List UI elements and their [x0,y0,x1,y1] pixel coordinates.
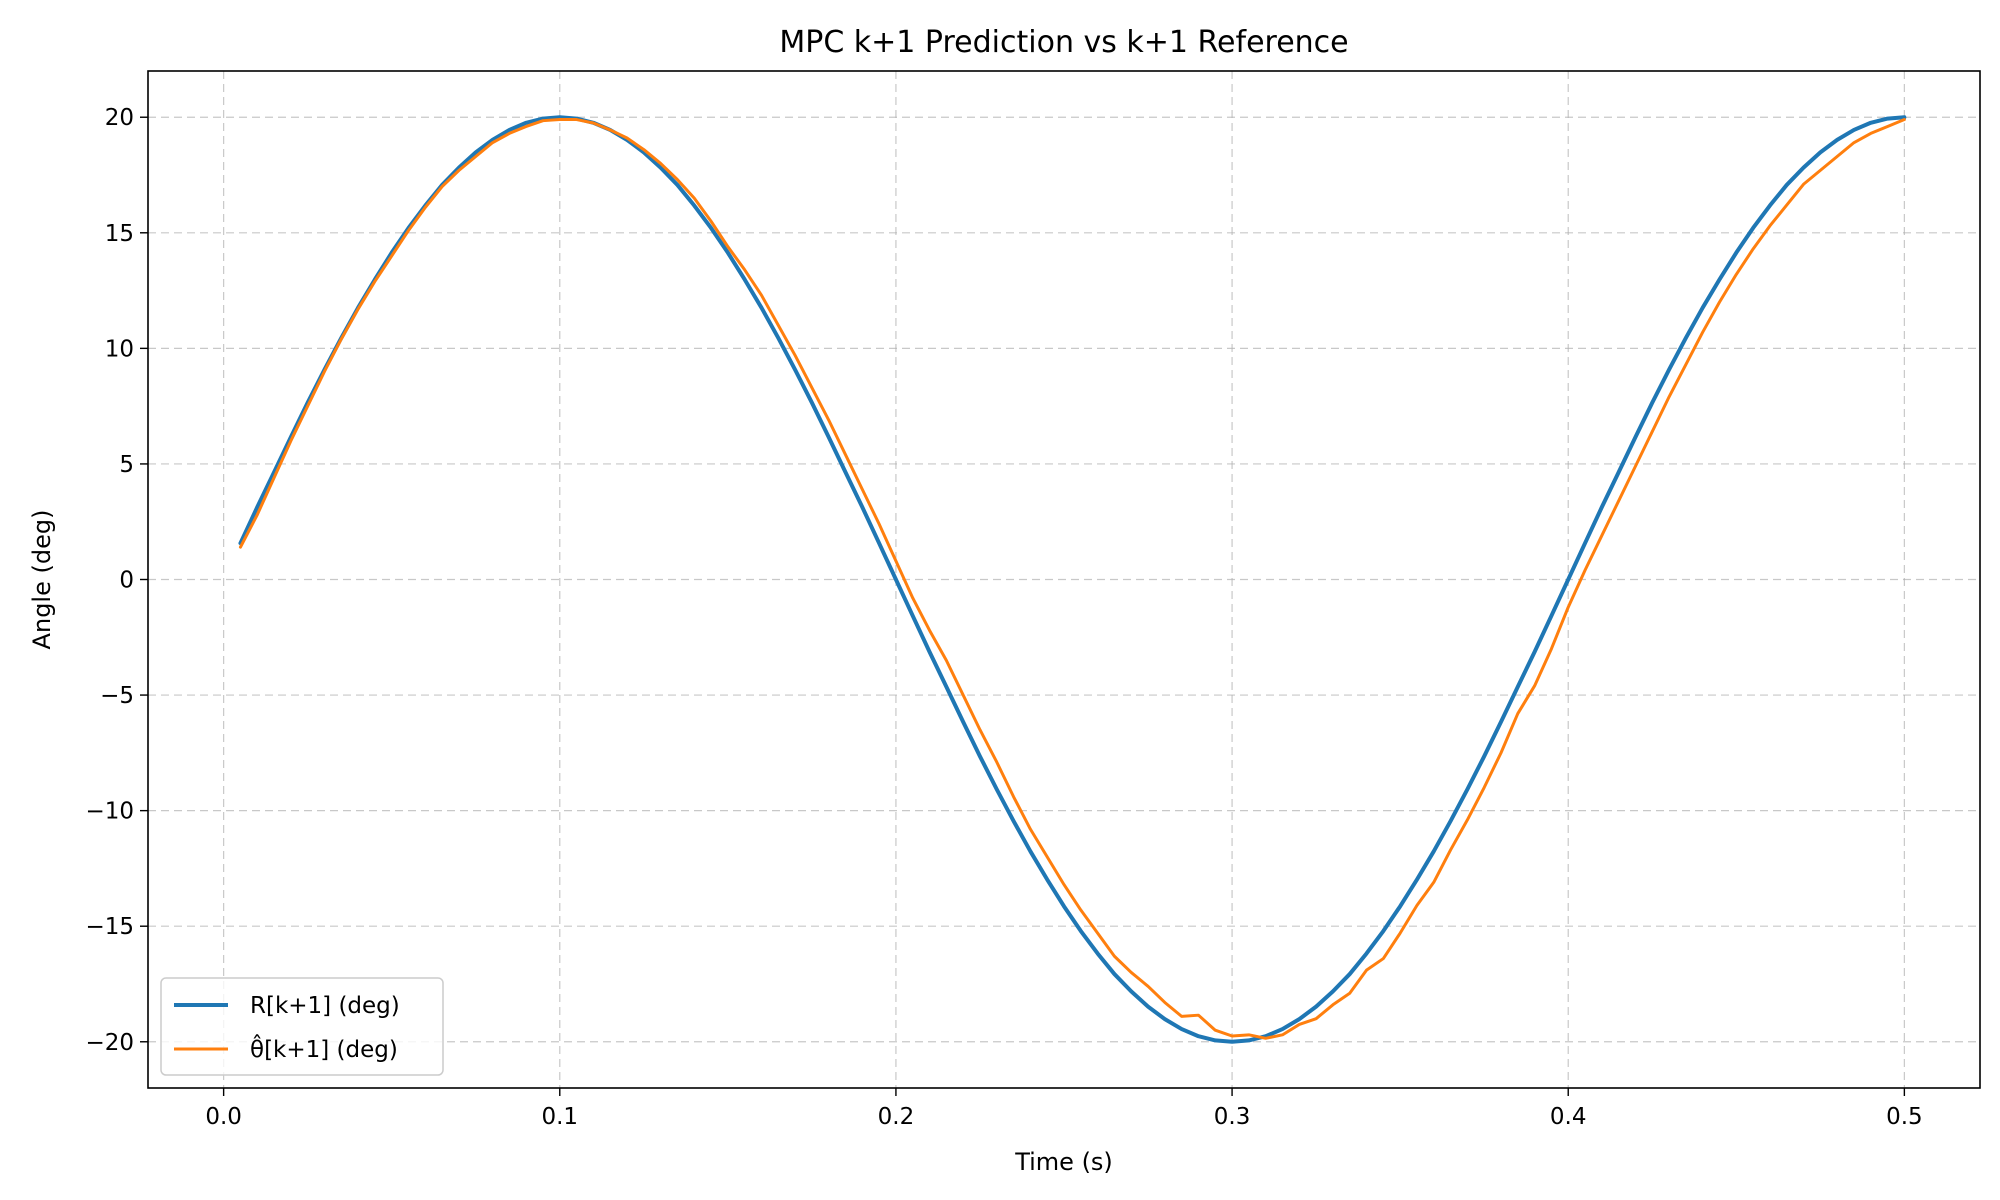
y-axis-label: Angle (deg) [28,510,56,650]
ticks: 0.0 0.1 0.2 0.3 0.4 0.5 20 15 10 5 0 −5 −10 −15 −20 [85,105,1922,1130]
legend: R[k+1] (deg) θ̂[k+1] (deg) [160,977,444,1076]
y-tick-label: 0 [119,568,134,594]
x-tick-label: 0.5 [1886,1104,1923,1130]
legend-label-prediction: θ̂[k+1] (deg) [250,1034,398,1063]
x-tick-label: 0.0 [205,1104,242,1130]
legend-box [160,977,444,1076]
series-line-prediction [238,118,1906,1040]
legend-label-reference: R[k+1] (deg) [250,993,400,1019]
y-tick-label: 20 [105,105,134,131]
grid [148,71,1980,1088]
y-tick-label: 15 [105,221,134,247]
y-tick-label: −5 [100,683,134,709]
y-tick-label: 10 [105,336,134,362]
x-tick-label: 0.2 [878,1104,915,1130]
y-tick-label: −10 [85,799,134,825]
x-axis-label: Time (s) [1014,1148,1113,1176]
chart-title: MPC k+1 Prediction vs k+1 Reference [779,25,1348,60]
y-tick-label: 5 [119,452,134,478]
y-tick-label: −20 [85,1030,134,1056]
series-line-reference [238,115,1907,1044]
y-tick-label: −15 [85,914,134,940]
x-tick-label: 0.1 [541,1104,578,1130]
series-layer [238,115,1907,1044]
x-tick-label: 0.3 [1214,1104,1251,1130]
x-tick-label: 0.4 [1550,1104,1587,1130]
